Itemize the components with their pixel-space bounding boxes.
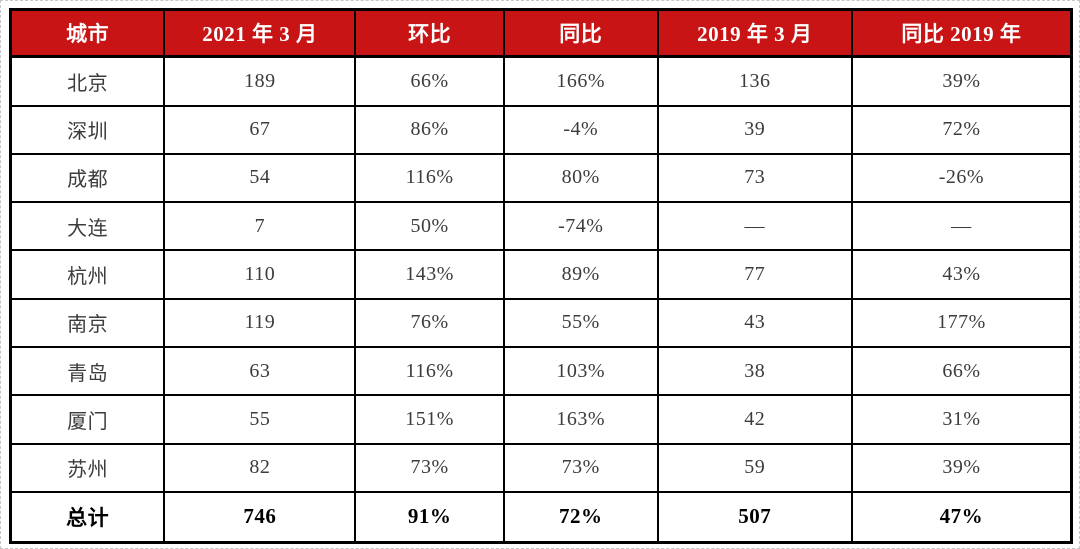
cell-mom: 76% [354,297,505,348]
cell-yoy: 166% [502,55,659,107]
cell-yoy-2019: 43% [850,249,1073,300]
cell-city: 南京 [9,297,166,348]
cell-yoy-2019: 39% [850,442,1073,493]
cell-2021-march: 110 [163,249,357,300]
table-row-hangzhou: 杭州 110 143% 89% 77 43% [9,249,1073,300]
table-row-dalian: 大连 7 50% -74% — — [9,201,1073,252]
cell-2021-march: 7 [163,201,357,252]
cell-yoy-2019: 31% [850,394,1073,445]
table-row-qingdao: 青岛 63 116% 103% 38 66% [9,345,1073,397]
cell-city: 青岛 [9,345,166,397]
cell-yoy: 80% [502,152,659,204]
header-cell-2019-march: 2019 年 3 月 [656,8,853,58]
cell-2021-march: 119 [163,297,357,348]
cell-city: 杭州 [9,249,166,300]
cell-yoy: -4% [502,104,659,155]
cell-2021-march: 63 [163,345,357,397]
cell-2019-march: 507 [656,490,853,544]
table-row-shenzhen: 深圳 67 86% -4% 39 72% [9,104,1073,155]
cell-yoy: 103% [502,345,659,397]
table-row-xiamen: 厦门 55 151% 163% 42 31% [9,394,1073,445]
cell-2019-march: 73 [656,152,853,204]
cell-yoy-2019: 39% [850,55,1073,107]
cell-2019-march: 39 [656,104,853,155]
cell-2021-march: 55 [163,394,357,445]
cell-yoy-2019: -26% [850,152,1073,204]
cell-mom: 116% [354,152,505,204]
cell-mom: 91% [354,490,505,544]
cell-mom: 151% [354,394,505,445]
cell-yoy-2019: — [850,201,1073,252]
cell-yoy-2019: 47% [850,490,1073,544]
header-cell-2021-march: 2021 年 3 月 [163,8,357,58]
cell-yoy: 73% [502,442,659,493]
cell-yoy-2019: 177% [850,297,1073,348]
table-row-beijing: 北京 189 66% 166% 136 39% [9,55,1073,107]
cell-yoy: 72% [502,490,659,544]
header-row: 城市 2021 年 3 月 环比 同比 2019 年 3 月 同比 2019 年 [9,8,1073,58]
cell-yoy: 163% [502,394,659,445]
cell-2019-march: 59 [656,442,853,493]
cell-2021-march: 67 [163,104,357,155]
cell-mom: 116% [354,345,505,397]
cell-city: 成都 [9,152,166,204]
cell-city: 深圳 [9,104,166,155]
cell-2019-march: 43 [656,297,853,348]
cell-mom: 73% [354,442,505,493]
cell-2019-march: 77 [656,249,853,300]
cell-2021-march: 746 [163,490,357,544]
header-cell-yoy: 同比 [502,8,659,58]
cell-2019-march: 42 [656,394,853,445]
cell-yoy: -74% [502,201,659,252]
city-comparison-table: 城市 2021 年 3 月 环比 同比 2019 年 3 月 同比 2019 年… [9,8,1073,544]
cell-2019-march: 38 [656,345,853,397]
cell-2019-march: — [656,201,853,252]
cell-yoy: 89% [502,249,659,300]
cell-city: 大连 [9,201,166,252]
header-cell-mom: 环比 [354,8,505,58]
table-row-chengdu: 成都 54 116% 80% 73 -26% [9,152,1073,204]
cell-yoy: 55% [502,297,659,348]
header-cell-yoy-2019: 同比 2019 年 [850,8,1073,58]
cell-city: 厦门 [9,394,166,445]
table-row-suzhou: 苏州 82 73% 73% 59 39% [9,442,1073,493]
cell-yoy-2019: 66% [850,345,1073,397]
cell-mom: 50% [354,201,505,252]
cell-2021-march: 82 [163,442,357,493]
cell-yoy-2019: 72% [850,104,1073,155]
cell-city: 北京 [9,55,166,107]
total-row: 总计 746 91% 72% 507 47% [9,490,1073,544]
cell-2021-march: 54 [163,152,357,204]
cell-mom: 66% [354,55,505,107]
cell-city: 苏州 [9,442,166,493]
cell-2021-march: 189 [163,55,357,107]
cell-mom: 143% [354,249,505,300]
cell-2019-march: 136 [656,55,853,107]
cell-city: 总计 [9,490,166,544]
cell-mom: 86% [354,104,505,155]
header-cell-city: 城市 [9,8,166,58]
table-row-nanjing: 南京 119 76% 55% 43 177% [9,297,1073,348]
